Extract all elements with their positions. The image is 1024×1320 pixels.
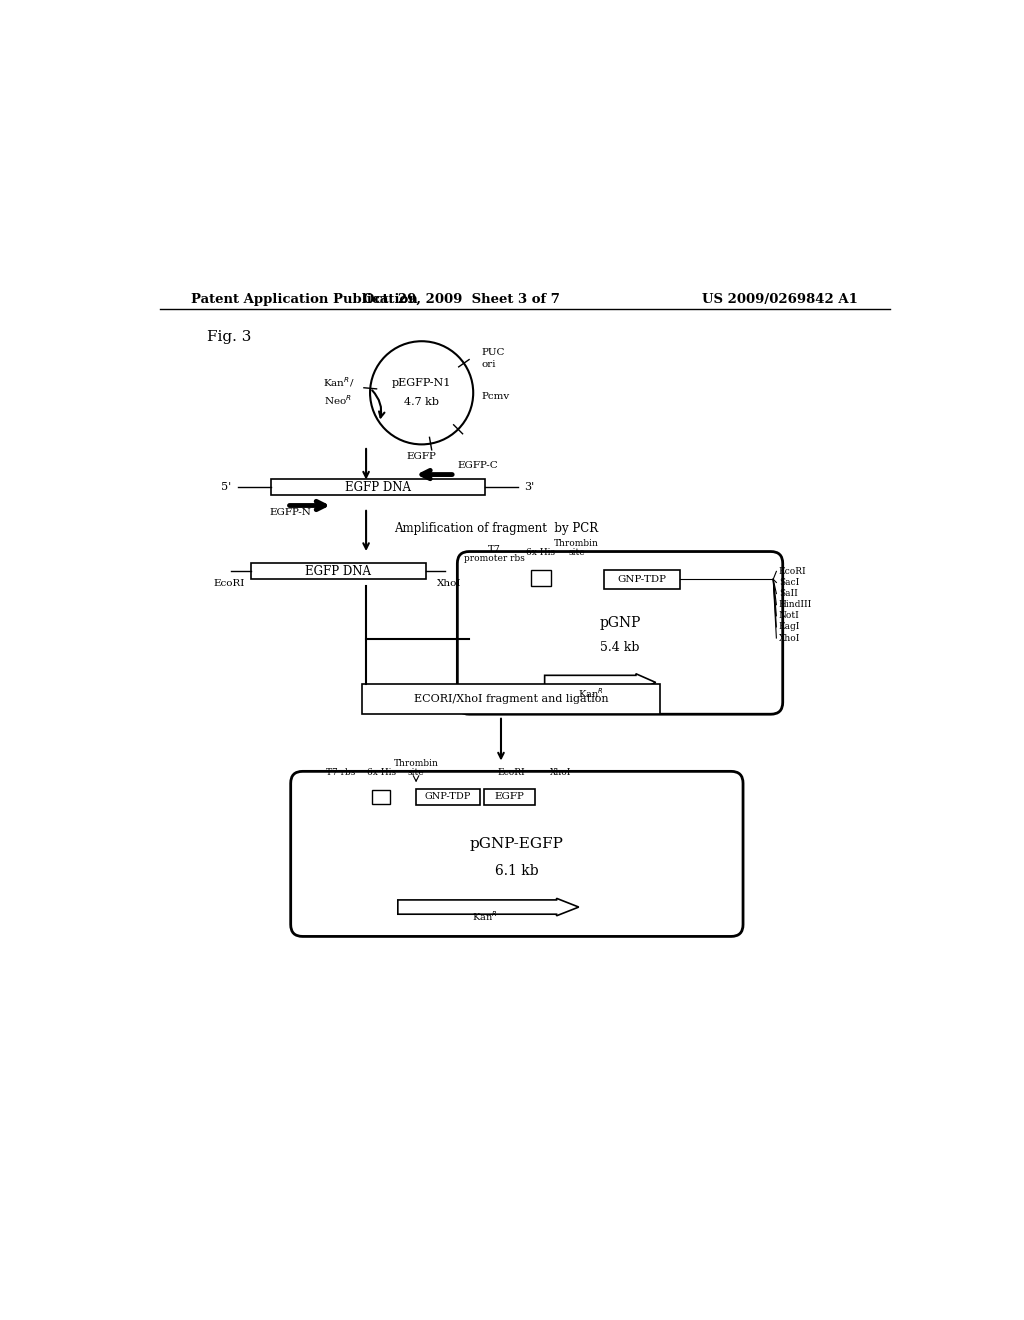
Text: EGFP: EGFP	[407, 451, 436, 461]
Text: NotI: NotI	[778, 611, 800, 620]
Text: EagI: EagI	[778, 623, 800, 631]
Text: EcoRI: EcoRI	[213, 579, 245, 589]
Text: Kan$^R$/: Kan$^R$/	[323, 375, 354, 389]
Bar	[604, 570, 680, 589]
Text: ori: ori	[481, 360, 496, 370]
Text: 6.1 kb: 6.1 kb	[495, 865, 539, 878]
Text: EcoRI: EcoRI	[498, 768, 525, 777]
Text: 5.4 kb: 5.4 kb	[600, 640, 640, 653]
Text: XhoI: XhoI	[550, 768, 571, 777]
Text: Thrombin: Thrombin	[554, 539, 599, 548]
Text: EGFP DNA: EGFP DNA	[305, 565, 372, 578]
Bar	[531, 570, 551, 586]
FancyArrow shape	[545, 673, 655, 692]
Text: promoter rbs: promoter rbs	[464, 554, 525, 564]
FancyBboxPatch shape	[270, 479, 485, 495]
Text: SacI: SacI	[778, 578, 799, 587]
Text: HindIII: HindIII	[778, 601, 812, 610]
Text: 4.7 kb: 4.7 kb	[404, 397, 439, 408]
Text: EcoRI: EcoRI	[778, 566, 806, 576]
Bar	[373, 789, 390, 804]
Text: 6x His: 6x His	[526, 549, 555, 557]
FancyBboxPatch shape	[251, 564, 426, 579]
Text: T7: T7	[488, 545, 501, 554]
Text: pEGFP-N1: pEGFP-N1	[392, 379, 452, 388]
Text: 5': 5'	[221, 482, 231, 492]
Text: T7 rbs: T7 rbs	[326, 768, 355, 777]
Text: site: site	[408, 768, 424, 777]
Text: EGFP-N: EGFP-N	[269, 508, 311, 517]
Bar	[362, 684, 659, 714]
Text: Thrombin: Thrombin	[393, 759, 438, 768]
Text: pGNP-EGFP: pGNP-EGFP	[470, 837, 564, 851]
Text: ECORI/XhoI fragment and ligation: ECORI/XhoI fragment and ligation	[414, 694, 608, 704]
Bar	[416, 789, 479, 805]
Text: XhoI: XhoI	[437, 579, 462, 589]
Text: Kan$^R$: Kan$^R$	[578, 686, 603, 700]
Text: XhoI: XhoI	[778, 634, 800, 643]
Text: US 2009/0269842 A1: US 2009/0269842 A1	[702, 293, 858, 306]
Bar	[483, 789, 536, 805]
Text: EGFP-C: EGFP-C	[458, 461, 498, 470]
Text: Oct. 29, 2009  Sheet 3 of 7: Oct. 29, 2009 Sheet 3 of 7	[362, 293, 560, 306]
Text: GNP-TDP: GNP-TDP	[617, 574, 667, 583]
Text: Kan$^R$: Kan$^R$	[472, 909, 498, 924]
Text: 3': 3'	[524, 482, 535, 492]
Text: 6x His: 6x His	[367, 768, 395, 777]
Text: Amplification of fragment  by PCR: Amplification of fragment by PCR	[394, 521, 598, 535]
Text: Neo$^R$: Neo$^R$	[325, 393, 352, 407]
Text: Fig. 3: Fig. 3	[207, 330, 252, 345]
Text: Pcmv: Pcmv	[481, 392, 509, 401]
Text: SaII: SaII	[778, 589, 798, 598]
Text: Patent Application Publication: Patent Application Publication	[191, 293, 418, 306]
FancyArrow shape	[397, 899, 579, 916]
Text: PUC: PUC	[481, 348, 505, 358]
FancyBboxPatch shape	[291, 771, 743, 936]
Text: GNP-TDP: GNP-TDP	[425, 792, 471, 801]
FancyBboxPatch shape	[458, 552, 782, 714]
Text: EGFP: EGFP	[495, 792, 524, 801]
Text: site: site	[568, 549, 585, 557]
Text: EGFP DNA: EGFP DNA	[345, 480, 411, 494]
Text: pGNP: pGNP	[599, 616, 641, 631]
